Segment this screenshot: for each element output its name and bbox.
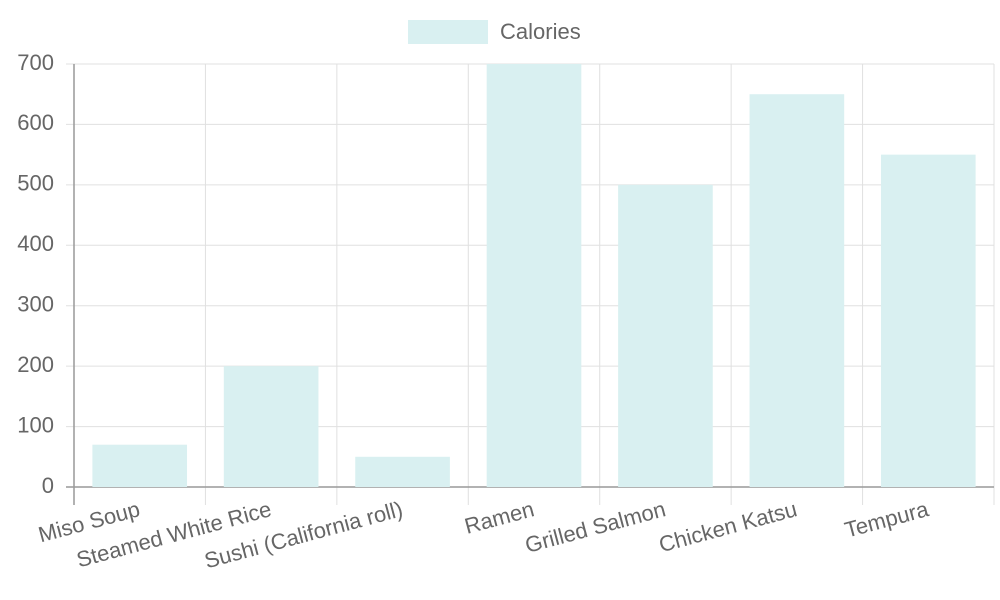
bar xyxy=(92,444,188,487)
legend-swatch xyxy=(408,20,488,44)
x-tick-label: Grilled Salmon xyxy=(522,496,668,557)
y-tick-label: 700 xyxy=(17,50,54,75)
bar xyxy=(749,94,845,487)
bar xyxy=(223,366,319,487)
y-tick-label: 600 xyxy=(17,110,54,135)
bar xyxy=(880,154,976,487)
y-tick-label: 500 xyxy=(17,171,54,196)
x-tick-label: Tempura xyxy=(842,496,932,542)
bar xyxy=(486,64,582,487)
legend: Calories xyxy=(408,19,581,44)
bar xyxy=(355,456,450,487)
bar xyxy=(618,184,713,487)
y-tick-label: 300 xyxy=(17,292,54,317)
y-tick-label: 400 xyxy=(17,231,54,256)
legend-label: Calories xyxy=(500,19,581,44)
x-tick-label: Chicken Katsu xyxy=(656,496,799,557)
y-tick-label: 100 xyxy=(17,412,54,437)
y-tick-label: 200 xyxy=(17,352,54,377)
y-tick-label: 0 xyxy=(42,473,54,498)
